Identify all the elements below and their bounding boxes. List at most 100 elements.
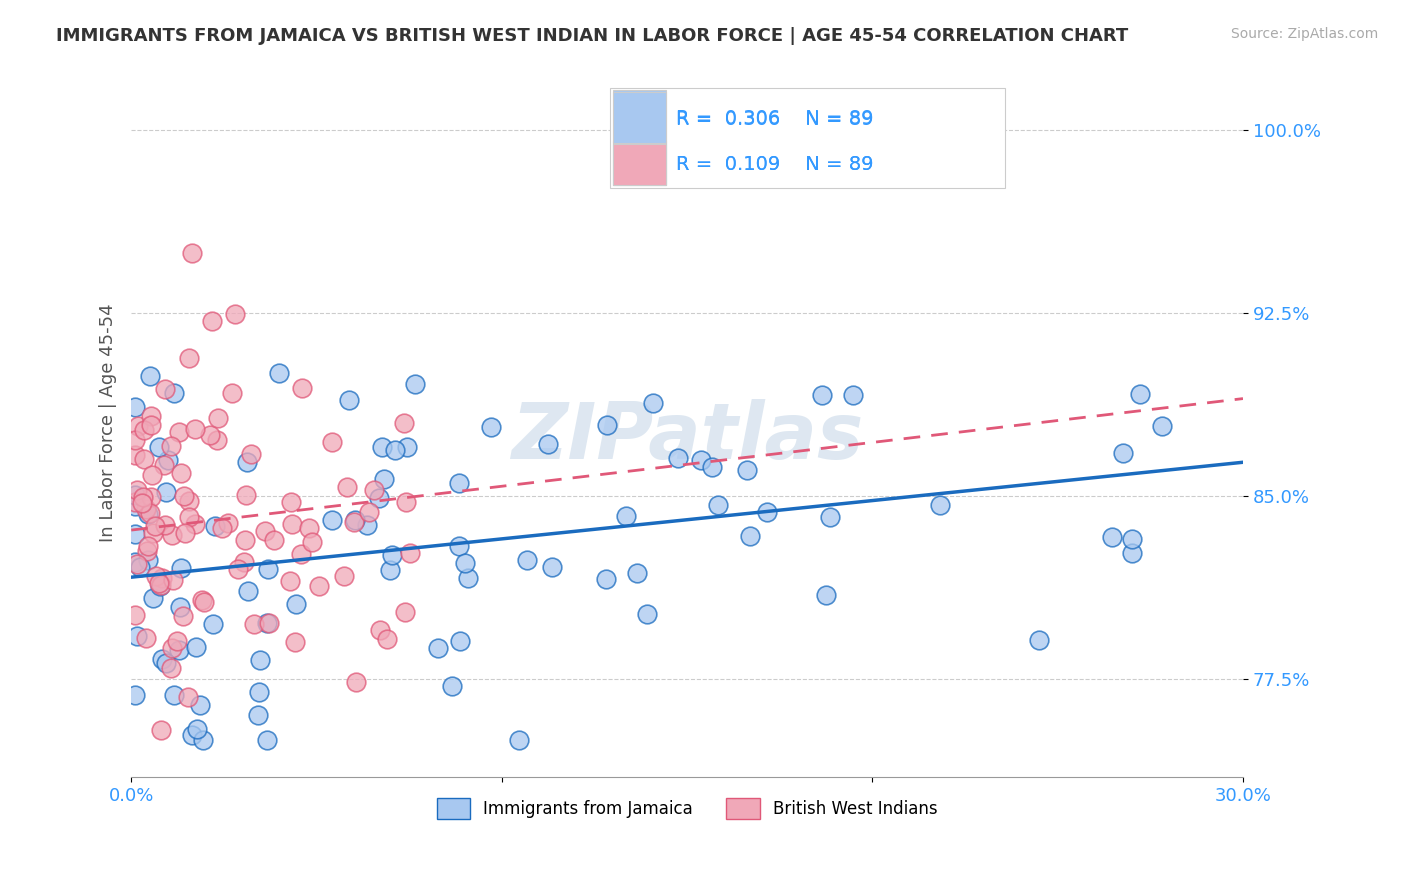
- Point: [363, 483, 385, 498]
- Text: R =  0.306    N = 89: R = 0.306 N = 89: [676, 109, 873, 128]
- Point: [257, 615, 280, 630]
- Point: [124, 555, 146, 569]
- FancyBboxPatch shape: [613, 92, 666, 143]
- Point: [737, 463, 759, 477]
- Text: IMMIGRANTS FROM JAMAICA VS BRITISH WEST INDIAN IN LABOR FORCE | AGE 45-54 CORREL: IMMIGRANTS FROM JAMAICA VS BRITISH WEST …: [56, 27, 1129, 45]
- Point: [367, 491, 389, 505]
- Point: [541, 560, 564, 574]
- Point: [148, 575, 170, 590]
- Point: [308, 579, 330, 593]
- Point: [228, 562, 250, 576]
- Point: [449, 633, 471, 648]
- Point: [153, 458, 176, 472]
- Point: [138, 539, 160, 553]
- Point: [336, 480, 359, 494]
- Point: [193, 595, 215, 609]
- Point: [142, 525, 165, 540]
- Point: [392, 416, 415, 430]
- Point: [141, 468, 163, 483]
- Point: [344, 675, 367, 690]
- Point: [321, 434, 343, 449]
- Point: [124, 401, 146, 415]
- Point: [233, 533, 256, 548]
- Point: [191, 593, 214, 607]
- Point: [163, 386, 186, 401]
- Point: [395, 494, 418, 508]
- FancyBboxPatch shape: [613, 142, 666, 186]
- Point: [643, 396, 665, 410]
- Point: [183, 516, 205, 531]
- Point: [449, 475, 471, 490]
- Point: [373, 472, 395, 486]
- Point: [380, 563, 402, 577]
- Point: [396, 440, 419, 454]
- Point: [136, 508, 159, 522]
- Point: [1101, 530, 1123, 544]
- Point: [333, 568, 356, 582]
- Point: [626, 566, 648, 581]
- Point: [160, 661, 183, 675]
- Point: [247, 685, 270, 699]
- Point: [124, 527, 146, 541]
- Point: [371, 440, 394, 454]
- Point: [153, 518, 176, 533]
- Point: [284, 597, 307, 611]
- Point: [298, 521, 321, 535]
- Point: [343, 513, 366, 527]
- Point: [1028, 632, 1050, 647]
- Point: [453, 556, 475, 570]
- Point: [516, 553, 538, 567]
- Point: [170, 467, 193, 481]
- Point: [700, 459, 723, 474]
- Point: [707, 498, 730, 512]
- Point: [595, 572, 617, 586]
- Point: [398, 546, 420, 560]
- Point: [636, 607, 658, 621]
- FancyBboxPatch shape: [613, 90, 666, 186]
- Point: [291, 381, 314, 395]
- Point: [150, 571, 173, 585]
- Point: [155, 484, 177, 499]
- Point: [167, 425, 190, 439]
- Point: [249, 652, 271, 666]
- Point: [173, 489, 195, 503]
- Point: [595, 418, 617, 433]
- Point: [186, 723, 208, 737]
- Point: [160, 641, 183, 656]
- Text: Source: ZipAtlas.com: Source: ZipAtlas.com: [1230, 27, 1378, 41]
- Point: [1129, 387, 1152, 401]
- Point: [172, 608, 194, 623]
- Point: [163, 688, 186, 702]
- Point: [205, 434, 228, 448]
- Point: [127, 419, 149, 434]
- Point: [139, 417, 162, 432]
- Point: [207, 410, 229, 425]
- Point: [139, 369, 162, 384]
- Point: [202, 617, 225, 632]
- Point: [842, 388, 865, 402]
- Point: [1121, 546, 1143, 560]
- Point: [447, 539, 470, 553]
- Point: [204, 519, 226, 533]
- Point: [179, 351, 201, 366]
- Point: [256, 615, 278, 630]
- Point: [143, 519, 166, 533]
- Point: [157, 453, 180, 467]
- Point: [240, 447, 263, 461]
- Point: [134, 452, 156, 467]
- Point: [183, 422, 205, 436]
- Point: [343, 515, 366, 529]
- Y-axis label: In Labor Force | Age 45-54: In Labor Force | Age 45-54: [100, 303, 117, 542]
- Point: [810, 388, 832, 402]
- Point: [337, 393, 360, 408]
- Point: [479, 419, 502, 434]
- Point: [247, 708, 270, 723]
- Point: [141, 490, 163, 504]
- Point: [153, 382, 176, 396]
- Point: [243, 617, 266, 632]
- Point: [221, 385, 243, 400]
- Point: [124, 488, 146, 502]
- Point: [177, 493, 200, 508]
- Point: [267, 366, 290, 380]
- Point: [124, 688, 146, 702]
